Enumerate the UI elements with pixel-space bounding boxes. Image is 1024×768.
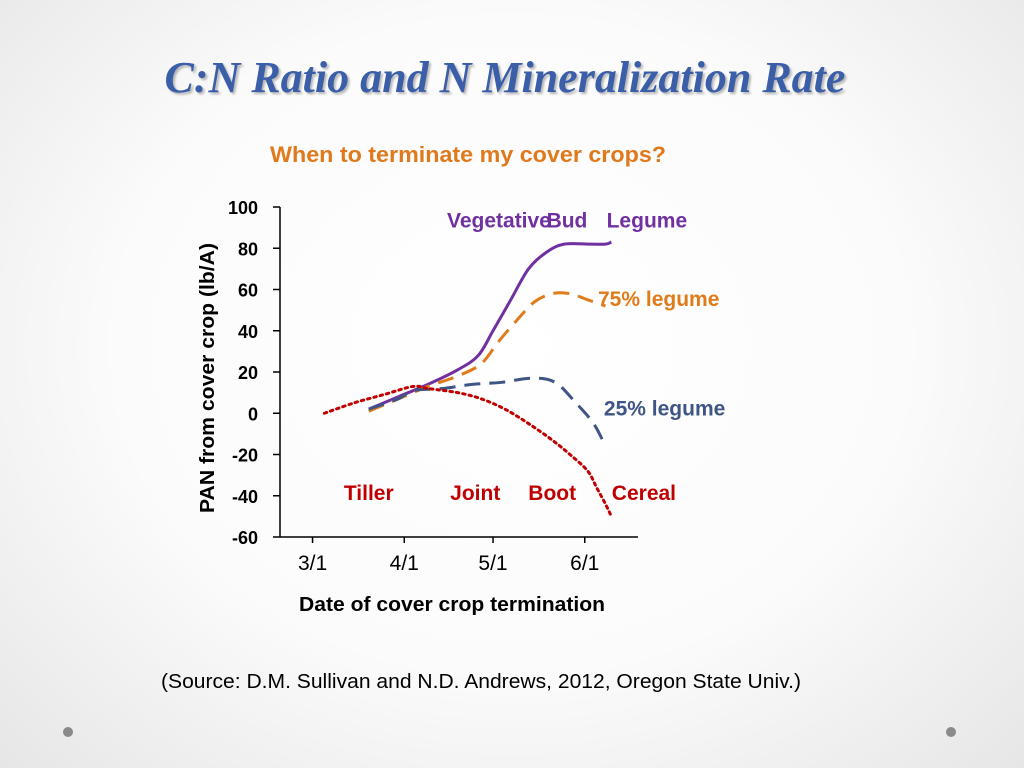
series-line-25-legume bbox=[368, 376, 607, 447]
annotation-joint: Joint bbox=[450, 482, 500, 505]
x-tick-label: 5/1 bbox=[478, 552, 507, 575]
y-axis-label: PAN from cover crop (lb/A) bbox=[197, 243, 219, 513]
y-tick-label: 80 bbox=[238, 239, 258, 259]
corner-dot-right bbox=[946, 727, 956, 737]
annotation-boot: Boot bbox=[528, 482, 576, 505]
x-axis-label: Date of cover crop termination bbox=[299, 594, 605, 616]
annotation-cereal: Cereal bbox=[612, 482, 676, 505]
x-tick-label: 3/1 bbox=[298, 552, 327, 575]
x-tick-label: 4/1 bbox=[390, 552, 419, 575]
series-line-cereal bbox=[322, 384, 613, 518]
annotation-legume: Legume bbox=[607, 210, 688, 233]
annotation-bud: Bud bbox=[547, 210, 588, 233]
corner-dot-left bbox=[63, 727, 73, 737]
annotation-25-legume: 25% legume bbox=[604, 397, 725, 420]
y-tick-label: 40 bbox=[238, 322, 258, 342]
x-tick-label: 6/1 bbox=[570, 552, 599, 575]
series-layer bbox=[322, 240, 613, 518]
annotation-75-legume: 75% legume bbox=[598, 288, 719, 311]
annotation-vegetative: Vegetative bbox=[447, 210, 551, 233]
y-tick-label: 0 bbox=[248, 404, 258, 424]
series-line-legume bbox=[368, 240, 612, 411]
y-tick-label: -40 bbox=[232, 487, 258, 507]
annotation-tiller: Tiller bbox=[344, 482, 394, 505]
slide-title: C:N Ratio and N Mineralization Rate bbox=[164, 53, 846, 102]
y-tick-label: 60 bbox=[238, 281, 258, 301]
y-axis: 100 80 60 40 20 0 -20 -40 -60 bbox=[228, 198, 281, 548]
x-axis: 3/1 4/1 5/1 6/1 bbox=[280, 536, 638, 575]
chart-title: When to terminate my cover crops? bbox=[270, 142, 666, 167]
y-tick-label: -20 bbox=[232, 446, 258, 466]
source-citation: (Source: D.M. Sullivan and N.D. Andrews,… bbox=[161, 671, 801, 693]
y-tick-label: 100 bbox=[228, 198, 258, 218]
y-tick-label: 20 bbox=[238, 363, 258, 383]
y-tick-label: -60 bbox=[232, 528, 258, 548]
